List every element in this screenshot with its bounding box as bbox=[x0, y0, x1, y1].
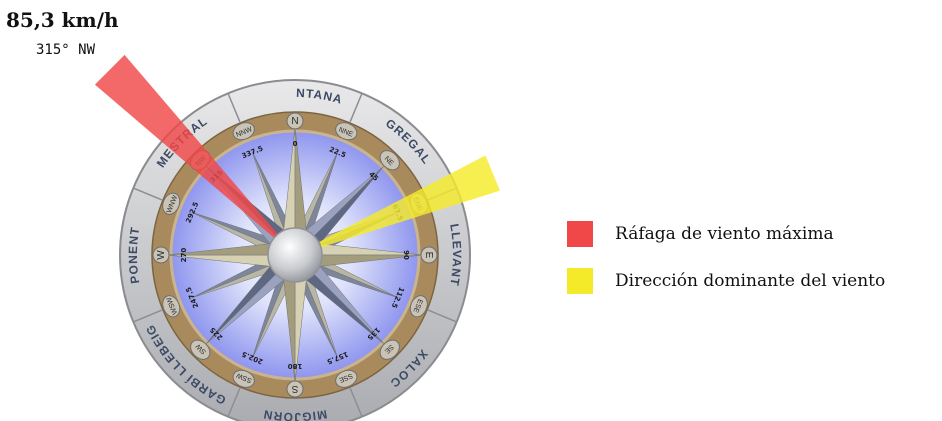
rim-divider bbox=[349, 387, 363, 417]
direction-badge bbox=[379, 150, 400, 171]
legend-swatch-red bbox=[567, 221, 593, 247]
wind-name-label: PONENT bbox=[126, 226, 142, 285]
gust-speed: 85,3 km/h bbox=[6, 8, 119, 32]
direction-badge bbox=[379, 339, 400, 360]
direction-badge bbox=[335, 122, 358, 141]
direction-badge bbox=[286, 380, 304, 398]
direction-badge bbox=[152, 246, 170, 264]
gust-direction: 315° NW bbox=[36, 42, 96, 58]
direction-badge bbox=[232, 122, 255, 141]
direction-abbr: S bbox=[291, 383, 298, 394]
wind-name-label: MIGJORN bbox=[262, 407, 328, 421]
direction-abbr: SE bbox=[383, 343, 395, 355]
direction-badge bbox=[286, 112, 304, 130]
rim-divider bbox=[349, 93, 363, 123]
direction-badge bbox=[409, 295, 428, 318]
degree-label: 90 bbox=[402, 250, 410, 260]
rim-divider bbox=[227, 93, 241, 123]
legend-label: Dirección dominante del viento bbox=[615, 271, 886, 291]
degree-label: 270 bbox=[180, 248, 188, 263]
rim-divider bbox=[427, 309, 457, 323]
max-gust-wedge bbox=[94, 54, 296, 256]
direction-badge bbox=[232, 369, 255, 388]
legend-label: Ráfaga de viento máxima bbox=[615, 224, 834, 244]
legend-dominant-wind: Dirección dominante del viento bbox=[567, 268, 885, 294]
center-hub bbox=[267, 227, 323, 283]
legend-max-gust: Ráfaga de viento máxima bbox=[567, 221, 834, 247]
rim-divider bbox=[133, 187, 163, 201]
wind-name-label: LLEVANT bbox=[447, 223, 464, 288]
dominant-wind-wedge bbox=[294, 155, 500, 256]
direction-abbr: W bbox=[156, 250, 167, 260]
direction-badge bbox=[335, 369, 358, 388]
rim-divider bbox=[133, 309, 163, 323]
direction-badge bbox=[420, 246, 438, 264]
direction-badge bbox=[190, 339, 211, 360]
direction-abbr: ESE bbox=[411, 298, 423, 314]
direction-abbr: N bbox=[291, 116, 298, 127]
direction-badge bbox=[162, 192, 181, 215]
legend-swatch-yellow bbox=[567, 268, 593, 294]
rim-divider bbox=[227, 387, 241, 417]
direction-abbr: SSE bbox=[338, 371, 354, 383]
degree-label: 0 bbox=[293, 140, 298, 148]
direction-abbr: E bbox=[423, 252, 434, 259]
degree-label: 180 bbox=[288, 362, 303, 370]
direction-badge bbox=[162, 295, 181, 318]
